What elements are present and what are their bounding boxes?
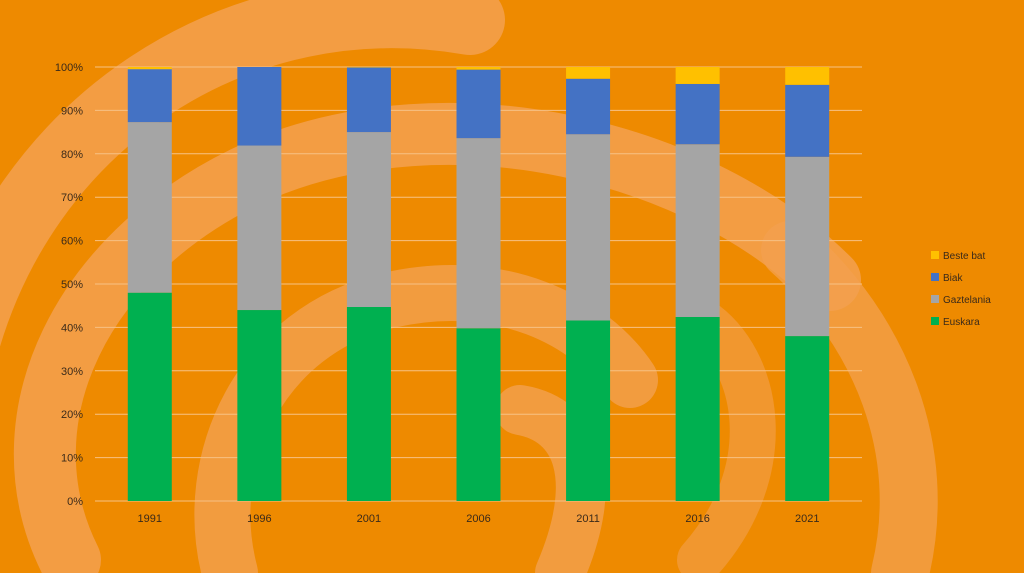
bar-segment-biak-2006 xyxy=(456,69,501,139)
bar-segment-gaztelania-2006 xyxy=(456,138,501,329)
bar-segment-euskara-2016 xyxy=(675,316,720,501)
legend-swatch xyxy=(931,251,939,259)
x-tick-label: 2001 xyxy=(357,513,381,525)
bar-segment-euskara-2001 xyxy=(346,307,391,501)
bar-segment-biak-1996 xyxy=(237,67,282,146)
bar-segment-gaztelania-2021 xyxy=(785,156,830,337)
bar-segment-beste-bat-2006 xyxy=(456,67,501,70)
bar-segment-gaztelania-1996 xyxy=(237,145,282,311)
y-tick-label: 60% xyxy=(61,236,83,248)
legend-swatch xyxy=(931,295,939,303)
y-tick-label: 20% xyxy=(61,409,83,421)
legend: Beste bat Biak Gaztelania Euskara xyxy=(931,251,991,328)
bar-segment-gaztelania-2016 xyxy=(675,144,720,317)
y-tick-label: 10% xyxy=(61,453,83,465)
x-tick-label: 1996 xyxy=(247,513,271,525)
bar-segment-euskara-1996 xyxy=(237,310,282,501)
x-tick-label: 2011 xyxy=(576,513,600,525)
x-tick-label: 1991 xyxy=(138,513,162,525)
bar-segment-beste-bat-2021 xyxy=(785,67,830,85)
bar-segment-euskara-2021 xyxy=(785,336,830,501)
legend-label: Gaztelania xyxy=(943,295,991,306)
bar-segment-gaztelania-1991 xyxy=(127,122,172,293)
y-tick-label: 80% xyxy=(61,149,83,161)
bars xyxy=(127,67,830,501)
bar-segment-gaztelania-2001 xyxy=(346,132,391,308)
legend-swatch xyxy=(931,317,939,325)
y-tick-label: 70% xyxy=(61,192,83,204)
bar-segment-euskara-2011 xyxy=(566,320,611,501)
bar-segment-euskara-1991 xyxy=(127,292,172,501)
bar-segment-gaztelania-2011 xyxy=(566,134,611,321)
legend-swatch xyxy=(931,273,939,281)
y-tick-label: 100% xyxy=(55,62,83,74)
y-axis-ticks: 0% 10% 20% 30% 40% 50% 60% 70% 80% 90% 100% xyxy=(55,62,83,508)
bar-segment-biak-2021 xyxy=(785,84,830,157)
x-axis-ticks: 1991 1996 2001 2006 2011 2016 2021 xyxy=(138,513,820,525)
x-tick-label: 2006 xyxy=(466,513,490,525)
bar-segment-biak-1991 xyxy=(127,69,172,123)
y-tick-label: 90% xyxy=(61,105,83,117)
y-tick-label: 0% xyxy=(67,496,83,508)
bar-segment-euskara-2006 xyxy=(456,328,501,501)
bar-segment-biak-2001 xyxy=(346,67,391,133)
legend-label: Biak xyxy=(943,273,963,284)
y-tick-label: 30% xyxy=(61,366,83,378)
x-tick-label: 2021 xyxy=(795,513,819,525)
bar-segment-biak-2011 xyxy=(566,78,611,135)
bar-segment-beste-bat-2011 xyxy=(566,67,611,79)
bar-segment-biak-2016 xyxy=(675,83,720,145)
x-tick-label: 2016 xyxy=(685,513,709,525)
legend-label: Euskara xyxy=(943,317,980,328)
bar-segment-beste-bat-2016 xyxy=(675,67,720,84)
y-tick-label: 40% xyxy=(61,322,83,334)
bar-segment-beste-bat-1991 xyxy=(127,67,172,70)
legend-label: Beste bat xyxy=(943,251,985,262)
y-tick-label: 50% xyxy=(61,279,83,291)
